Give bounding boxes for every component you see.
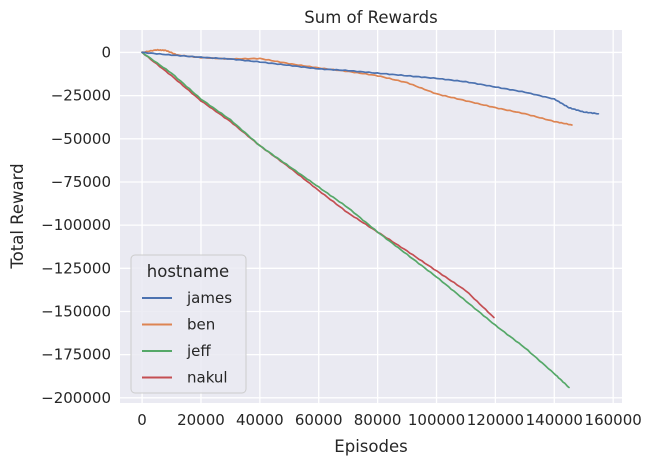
legend-label-nakul: nakul (187, 369, 228, 387)
x-tick-label: 120000 (467, 411, 524, 429)
legend-box (130, 254, 247, 394)
y-tick-label: −175000 (41, 346, 111, 364)
x-tick-label: 100000 (408, 411, 465, 429)
y-tick-label: −200000 (41, 389, 111, 407)
series-line-james (141, 51, 600, 115)
series-line-jeff (141, 51, 570, 389)
x-tick-label: 0 (137, 411, 147, 429)
legend-label-jeff: jeff (186, 342, 211, 360)
y-tick-label: −100000 (41, 216, 111, 234)
y-axis-label: Total Reward (8, 163, 27, 269)
x-tick-label: 80000 (354, 411, 402, 429)
x-tick-label: 160000 (585, 411, 642, 429)
x-tick-label: 60000 (295, 411, 343, 429)
legend-label-ben: ben (187, 316, 215, 334)
y-tick-label: −150000 (41, 302, 111, 320)
x-axis-ticks: 0 20000 40000 60000 80000 100000 120000 140000 1… (137, 411, 641, 429)
series-lines (141, 48, 600, 389)
legend: hostname james ben jeff nakul (130, 254, 247, 394)
x-tick-label: 20000 (177, 411, 225, 429)
y-tick-label: −50000 (51, 130, 111, 148)
chart-title: Sum of Rewards (304, 8, 437, 27)
legend-title: hostname (147, 262, 229, 281)
x-tick-label: 140000 (526, 411, 583, 429)
y-tick-label: −125000 (41, 259, 111, 277)
y-tick-label: 0 (101, 43, 111, 61)
series-line-nakul (141, 51, 495, 319)
y-tick-label: −25000 (51, 87, 111, 105)
x-tick-label: 40000 (236, 411, 284, 429)
x-axis-label: Episodes (334, 437, 407, 456)
legend-entries: james ben jeff nakul (142, 289, 232, 387)
legend-label-james: james (186, 289, 232, 307)
y-axis-ticks: 0 −25000 −50000 −75000 −100000 −125000 −150000… (41, 43, 111, 406)
y-tick-label: −75000 (51, 173, 111, 191)
